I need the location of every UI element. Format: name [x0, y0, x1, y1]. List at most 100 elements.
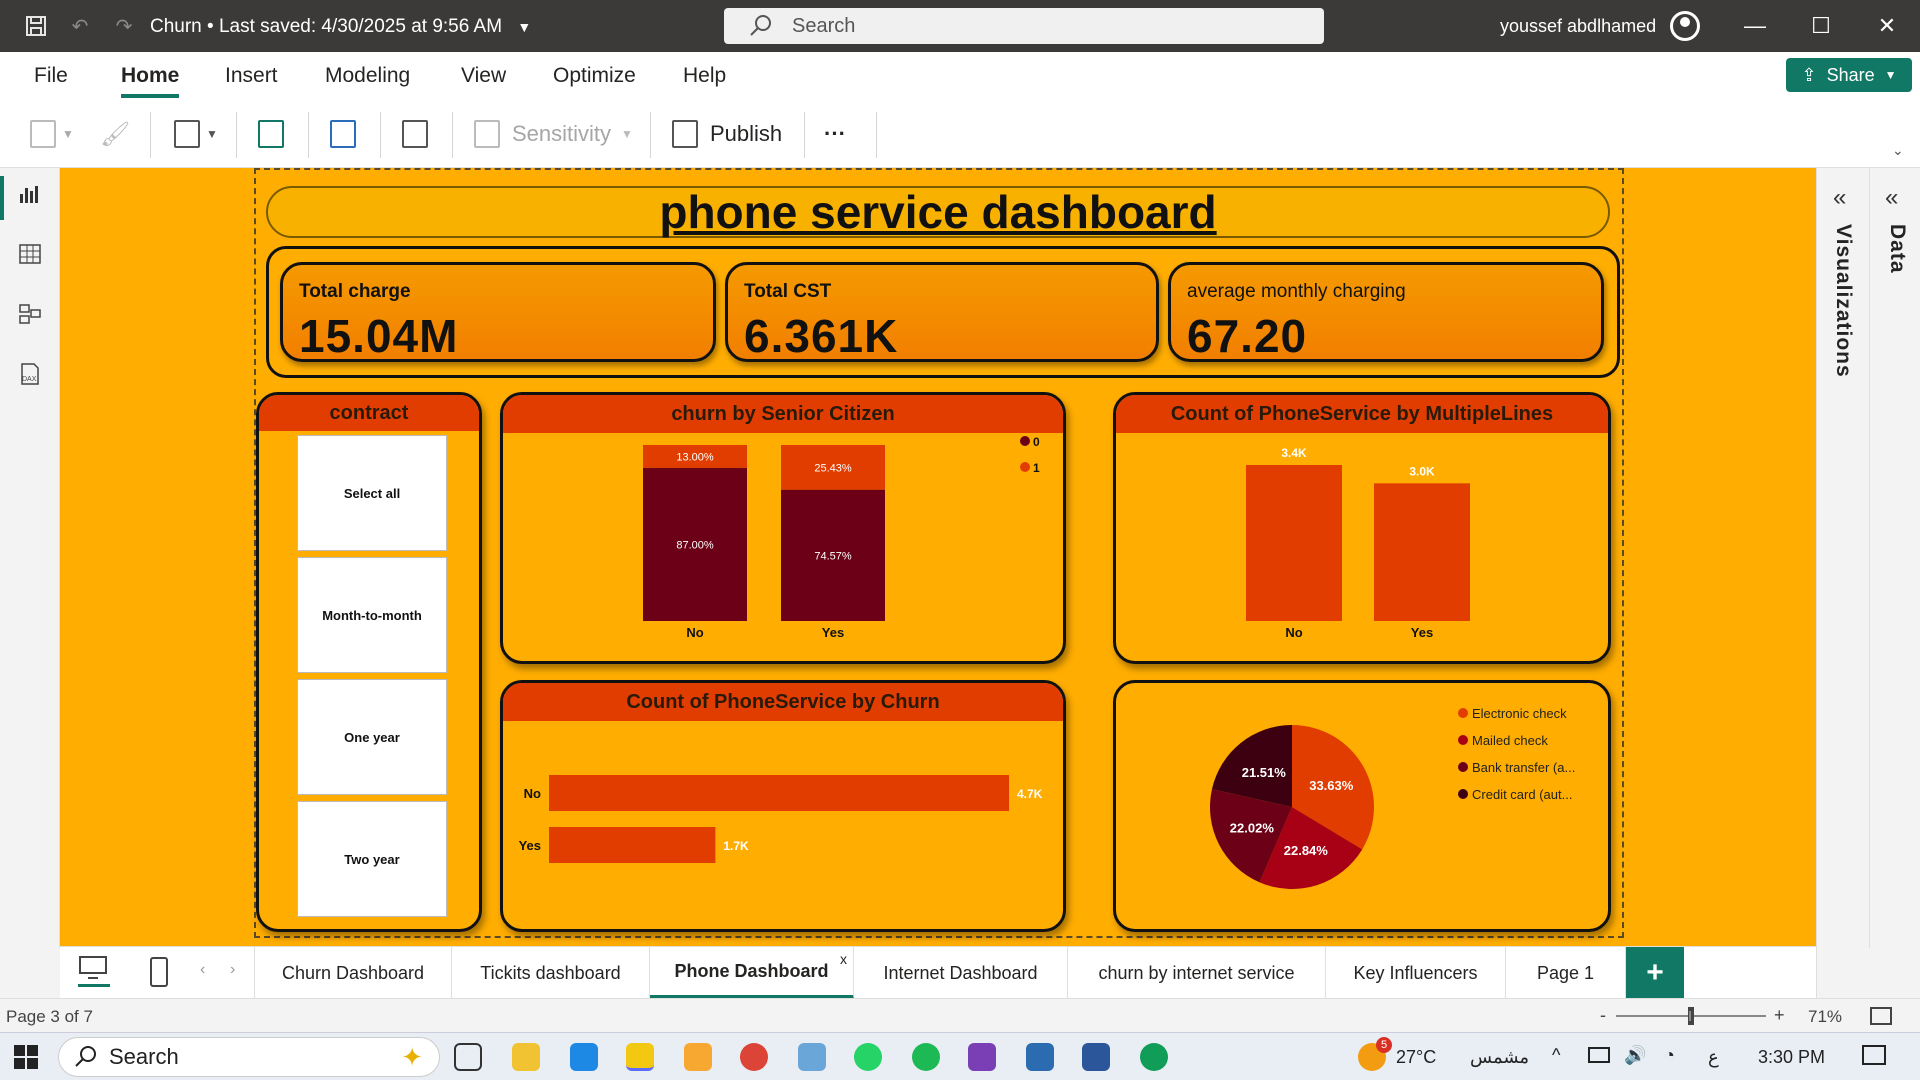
bar-segment-0[interactable] [643, 467, 747, 621]
bar[interactable] [549, 827, 716, 863]
format-painter-button[interactable]: 🖌 [100, 114, 130, 154]
chart-card-senior-citizen[interactable]: churn by Senior Citizen 13.00% 87.00% No 25… [500, 392, 1066, 664]
scroll-left-icon[interactable]: ‹ [200, 961, 206, 978]
desktop-view-icon[interactable] [78, 955, 110, 987]
tab-phone-dashboard[interactable]: Phone Dashboard x [650, 947, 854, 999]
refresh-button[interactable] [258, 114, 284, 154]
close-tab-icon[interactable]: x [840, 951, 847, 967]
legend-label[interactable]: Bank transfer (a... [1472, 760, 1575, 775]
chrome-icon[interactable] [740, 1043, 768, 1071]
wifi-icon[interactable]: ◔ [1664, 1045, 1675, 1065]
weather-icon[interactable]: 5 [1358, 1037, 1392, 1071]
tab-churn-by-internet-service[interactable]: churn by internet service [1068, 947, 1326, 999]
menu-home[interactable]: Home [121, 64, 180, 98]
pie-slice[interactable] [1292, 725, 1374, 850]
zoom-slider-thumb[interactable] [1688, 1007, 1694, 1025]
collapse-data-icon[interactable]: « [1885, 184, 1899, 211]
file-explorer-icon[interactable] [512, 1043, 540, 1071]
slicer-item-select-all[interactable]: Select all [297, 435, 447, 551]
publish-button[interactable]: Publish [672, 114, 782, 154]
kpi-card-average-monthly[interactable]: average monthly charging 67.20 [1168, 262, 1604, 362]
whatsapp-icon[interactable] [854, 1043, 882, 1071]
tab-internet-dashboard[interactable]: Internet Dashboard [854, 947, 1068, 999]
pie-slice[interactable] [1259, 807, 1363, 889]
menu-file[interactable]: File [34, 64, 68, 87]
sensitivity-button[interactable]: Sensitivity ▼ [474, 114, 633, 154]
report-view-icon[interactable] [18, 182, 44, 208]
scroll-right-icon[interactable]: › [230, 961, 236, 978]
close-icon[interactable]: ✕ [1877, 13, 1897, 38]
maximize-icon[interactable]: ☐ [1811, 13, 1831, 38]
share-button[interactable]: ⇪ Share ▼ [1786, 58, 1912, 92]
windows-start-icon[interactable] [14, 1045, 38, 1069]
document-title[interactable]: Churn • Last saved: 4/30/2025 at 9:56 AM… [150, 16, 531, 38]
paste-button[interactable]: ▼ [30, 114, 74, 154]
avatar[interactable] [1670, 11, 1700, 41]
bar[interactable] [1246, 465, 1342, 621]
chart-card-multiplelines[interactable]: Count of PhoneService by MultipleLines 3… [1113, 392, 1611, 664]
user-name[interactable]: youssef abdlhamed [1500, 16, 1657, 36]
powerbi-icon[interactable] [626, 1043, 654, 1071]
new-visual-button[interactable] [330, 114, 356, 154]
collapse-ribbon-button[interactable]: ⌄ [1892, 130, 1904, 170]
legend-label[interactable]: 1 [1033, 461, 1040, 475]
chart-card-churn[interactable]: Count of PhoneService by Churn 4.7K No 1.7… [500, 680, 1066, 932]
collapse-visualizations-icon[interactable]: « [1833, 184, 1847, 211]
menu-optimize[interactable]: Optimize [553, 64, 636, 87]
visualizations-pane-tab[interactable]: Visualizations [1832, 224, 1855, 378]
kpi-card-total-cst[interactable]: Total CST 6.361K [725, 262, 1159, 362]
more-options-button[interactable]: ··· [824, 114, 846, 154]
notifications-icon[interactable] [1862, 1045, 1886, 1065]
tab-page-1[interactable]: Page 1 [1506, 947, 1626, 999]
volume-icon[interactable]: 🔊 [1624, 1045, 1647, 1065]
spotify-icon[interactable] [912, 1043, 940, 1071]
tab-churn-dashboard[interactable]: Churn Dashboard [254, 947, 452, 999]
zoom-out-button[interactable]: - [1600, 1005, 1606, 1025]
get-data-button[interactable]: ▼ [174, 114, 218, 154]
bar-segment-1[interactable] [643, 445, 747, 468]
word-icon[interactable] [1082, 1043, 1110, 1071]
kpi-card-total-charge[interactable]: Total charge 15.04M [280, 262, 716, 362]
fit-to-page-icon[interactable] [1870, 1007, 1892, 1025]
bar-segment-0[interactable] [781, 489, 885, 621]
legend-label[interactable]: 0 [1033, 435, 1040, 449]
zoom-slider[interactable] [1616, 1007, 1766, 1025]
legend-label[interactable]: Mailed check [1472, 733, 1548, 748]
model-view-icon[interactable] [18, 302, 44, 328]
dax-query-view-icon[interactable]: DAX [18, 362, 44, 388]
network-icon[interactable] [1588, 1047, 1610, 1063]
menu-view[interactable]: View [461, 64, 507, 87]
visual-studio-icon[interactable] [968, 1043, 996, 1071]
table-view-icon[interactable] [18, 242, 44, 268]
zoom-level[interactable]: 71% [1808, 1007, 1843, 1026]
edge-icon[interactable] [1140, 1043, 1168, 1071]
slicer-item-two-year[interactable]: Two year [297, 801, 447, 917]
clock[interactable]: 3:30 PM [1758, 1047, 1826, 1067]
data-pane-tab[interactable]: Data [1886, 224, 1909, 274]
tab-key-influencers[interactable]: Key Influencers [1326, 947, 1506, 999]
pinned-app-icon[interactable] [684, 1043, 712, 1071]
zoom-in-button[interactable]: + [1774, 1005, 1785, 1025]
chevron-up-icon[interactable]: ^ [1552, 1045, 1561, 1065]
bar-segment-1[interactable] [781, 445, 885, 490]
redo-icon[interactable]: ↷ [115, 15, 133, 38]
slicer-item-month-to-month[interactable]: Month-to-month [297, 557, 447, 673]
chevron-down-icon[interactable]: ▼ [517, 19, 532, 35]
bar[interactable] [549, 775, 1009, 811]
new-measure-button[interactable] [402, 114, 428, 154]
taskbar-search-input[interactable]: Search ✦ [58, 1037, 440, 1077]
bar[interactable] [1374, 483, 1470, 621]
pie-slice[interactable] [1210, 789, 1292, 883]
tab-tickits-dashboard[interactable]: Tickits dashboard [452, 947, 650, 999]
network-app-icon[interactable] [798, 1043, 826, 1071]
menu-insert[interactable]: Insert [225, 64, 278, 87]
mobile-view-icon[interactable] [150, 957, 168, 987]
menu-help[interactable]: Help [683, 64, 727, 87]
task-view-icon[interactable] [454, 1043, 482, 1071]
menu-modeling[interactable]: Modeling [325, 64, 411, 87]
add-page-button[interactable]: + [1626, 947, 1684, 999]
minimize-icon[interactable]: — [1744, 13, 1766, 38]
search-input[interactable]: Search [724, 8, 1324, 44]
language-indicator[interactable]: ع [1708, 1047, 1719, 1067]
undo-icon[interactable]: ↶ [71, 15, 89, 38]
